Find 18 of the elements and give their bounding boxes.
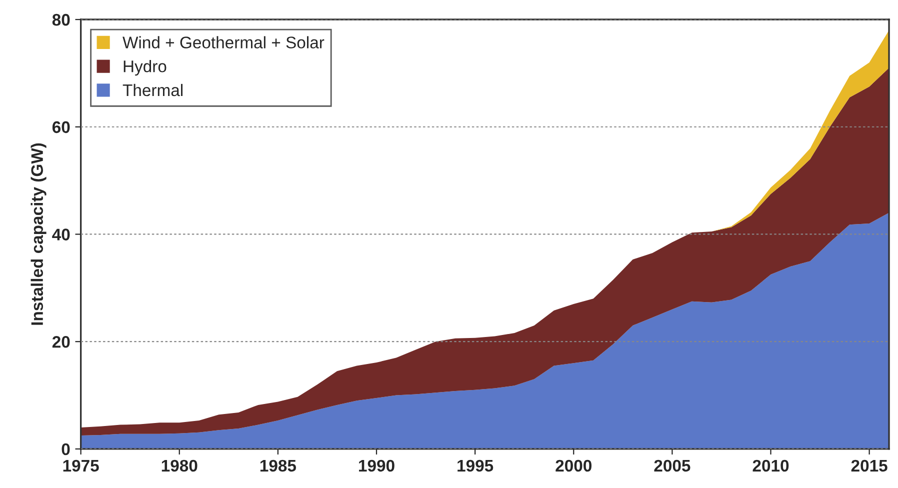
x-tick-label: 2005 bbox=[654, 460, 690, 472]
y-tick-label: 0 bbox=[62, 443, 70, 456]
x-tick-label: 1990 bbox=[359, 460, 394, 472]
y-tick-label: 80 bbox=[52, 14, 70, 26]
y-tick-label: 40 bbox=[52, 228, 70, 240]
legend-label: Wind + Geothermal + Solar bbox=[122, 36, 324, 48]
y-tick-label: 20 bbox=[52, 336, 70, 348]
x-tick-label: 1975 bbox=[63, 460, 99, 472]
x-tick-label: 2000 bbox=[556, 460, 592, 472]
x-tick-label: 1995 bbox=[458, 460, 494, 472]
y-tick-label: 60 bbox=[52, 121, 70, 134]
x-tick-label: 2010 bbox=[752, 460, 789, 472]
y-axis-title: Installed capacity (GW) bbox=[30, 143, 46, 325]
x-tick-label: 1980 bbox=[162, 460, 198, 472]
legend-label: Thermal bbox=[122, 84, 182, 96]
x-tick-label: 1985 bbox=[260, 460, 296, 472]
legend-label: Hydro bbox=[124, 60, 166, 76]
x-tick-label: 2015 bbox=[851, 460, 888, 472]
